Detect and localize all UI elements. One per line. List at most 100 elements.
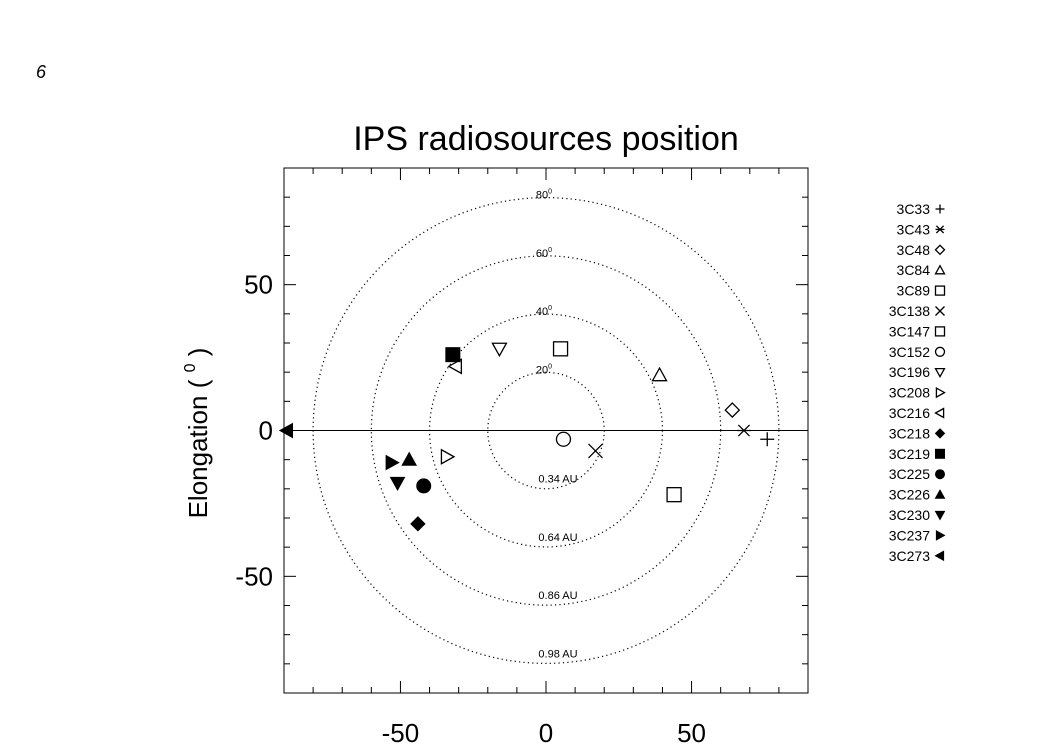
degree-sign: 0 (548, 363, 552, 370)
legend-label: 3C219 (889, 446, 930, 462)
legend-label: 3C196 (889, 364, 930, 380)
legend-item-3c152: 3C152 (889, 344, 946, 360)
corner-mark: 6 (36, 62, 47, 82)
y-tick-label: -50 (235, 561, 273, 591)
point-3c89 (666, 487, 682, 503)
legend-label: 3C43 (897, 221, 931, 237)
point-3c230 (389, 476, 406, 492)
point-3c43 (736, 424, 751, 437)
legend-symbol (934, 407, 945, 419)
legend-symbol (934, 285, 946, 296)
legend-symbol (935, 530, 946, 541)
point-3c147 (552, 341, 569, 357)
legend-item-3c84: 3C84 (897, 262, 946, 278)
legend-label: 3C84 (897, 262, 931, 278)
x-tick-label: -50 (382, 718, 420, 748)
elongation-label-20: 200 (536, 363, 552, 376)
point-3c219 (445, 347, 461, 363)
legend-symbol (934, 489, 946, 499)
y-axis-label-sup: 0 (182, 363, 199, 372)
elongation-circles: 200 0.34 AU 400 0.64 AU 600 0.86 AU 800 0.98 AU (312, 189, 780, 664)
point-3c225 (416, 478, 432, 494)
point-3c216 (447, 358, 463, 375)
legend-symbol (934, 510, 946, 521)
legend-label: 3C216 (889, 405, 930, 421)
chart-title: IPS radiosources position (353, 120, 739, 158)
legend-item-3c218: 3C218 (889, 425, 946, 441)
axis-ticks: -50 0 50 -50 0 50 (235, 168, 808, 748)
elongation-label-80: 800 (536, 189, 552, 202)
legend-item-3c273: 3C273 (889, 548, 945, 564)
legend-label: 3C237 (889, 527, 930, 543)
point-3c84 (651, 366, 668, 382)
y-axis-label-close: ) (183, 348, 213, 357)
legend-label: 3C208 (889, 385, 930, 401)
legend-item-3c147: 3C147 (889, 323, 946, 339)
legend-symbol (934, 550, 945, 562)
legend-item-3c196: 3C196 (889, 364, 946, 380)
legend-label: 3C33 (897, 201, 931, 217)
legend-symbol (934, 346, 946, 357)
legend-label: 3C138 (889, 303, 930, 319)
point-3c196 (491, 342, 508, 358)
legend-item-3c226: 3C226 (889, 487, 946, 503)
legend-label: 3C89 (897, 283, 931, 299)
point-3c33 (760, 432, 775, 447)
x-tick-label: 0 (539, 718, 553, 748)
legend-symbol (934, 326, 946, 337)
point-3c226 (401, 451, 418, 466)
y-tick-label: 50 (244, 270, 273, 300)
plot-frame (283, 167, 809, 694)
legend-symbol (934, 244, 946, 256)
legend-symbol (935, 204, 945, 214)
point-3c152 (555, 431, 572, 447)
legend-label: 3C273 (889, 548, 930, 564)
legend: 3C33 3C43 3C48 3C84 3C89 3C138 3C147 3C152 3C196… (889, 201, 946, 564)
point-3c218 (410, 516, 426, 532)
y-axis-label-main: Elongation ( (183, 379, 213, 518)
legend-label: 3C230 (889, 507, 930, 523)
legend-symbol (935, 225, 945, 234)
point-3c138 (588, 443, 603, 459)
legend-item-3c230: 3C230 (889, 507, 946, 523)
x-tick-label: 50 (677, 718, 706, 748)
legend-item-3c89: 3C89 (897, 283, 946, 299)
distance-label-20: 0.34 AU (538, 474, 577, 486)
legend-label: 3C147 (889, 323, 930, 339)
y-tick-label: 0 (259, 416, 273, 446)
degree-sign: 0 (548, 189, 552, 196)
data-points (278, 341, 775, 532)
legend-item-3c237: 3C237 (889, 527, 946, 543)
legend-item-3c48: 3C48 (897, 242, 946, 258)
legend-symbol (934, 367, 946, 379)
legend-item-3c219: 3C219 (889, 446, 945, 462)
y-axis-label: Elongation ( 0 ) (171, 348, 213, 519)
legend-label: 3C226 (889, 487, 930, 503)
legend-symbol (935, 469, 945, 480)
legend-symbol (935, 306, 945, 316)
point-3c48 (724, 402, 741, 419)
legend-symbol (935, 386, 946, 399)
legend-item-3c216: 3C216 (889, 405, 945, 421)
legend-symbol (935, 448, 945, 459)
point-3c208 (440, 448, 456, 465)
legend-item-3c225: 3C225 (889, 466, 945, 482)
degree-sign: 0 (548, 305, 552, 312)
legend-symbol (934, 264, 946, 275)
point-3c237 (385, 454, 400, 471)
legend-symbol (934, 428, 946, 439)
distance-label-60: 0.86 AU (538, 590, 577, 602)
legend-item-3c33: 3C33 (897, 201, 945, 217)
elongation-label-60: 600 (536, 247, 552, 260)
legend-item-3c208: 3C208 (889, 385, 946, 401)
legend-label: 3C48 (897, 242, 931, 258)
legend-label: 3C225 (889, 466, 930, 482)
distance-label-40: 0.64 AU (538, 532, 577, 544)
distance-label-80: 0.98 AU (538, 648, 577, 660)
legend-label: 3C218 (889, 425, 930, 441)
degree-sign: 0 (548, 247, 552, 254)
legend-label: 3C152 (889, 344, 930, 360)
point-3c273 (278, 422, 294, 439)
elongation-label-40: 400 (536, 305, 552, 318)
